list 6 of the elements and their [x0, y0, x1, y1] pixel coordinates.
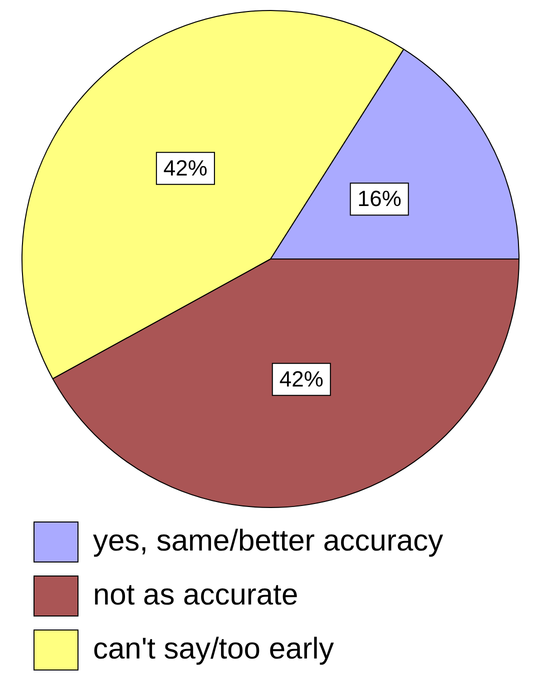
data-label: 42% — [279, 366, 324, 392]
legend-label: not as accurate — [93, 578, 298, 612]
data-label: 16% — [357, 186, 402, 212]
data-label: 42% — [163, 155, 208, 180]
legend-label: yes, same/better accuracy — [93, 524, 444, 558]
legend-label: can't say/too early — [93, 632, 334, 666]
